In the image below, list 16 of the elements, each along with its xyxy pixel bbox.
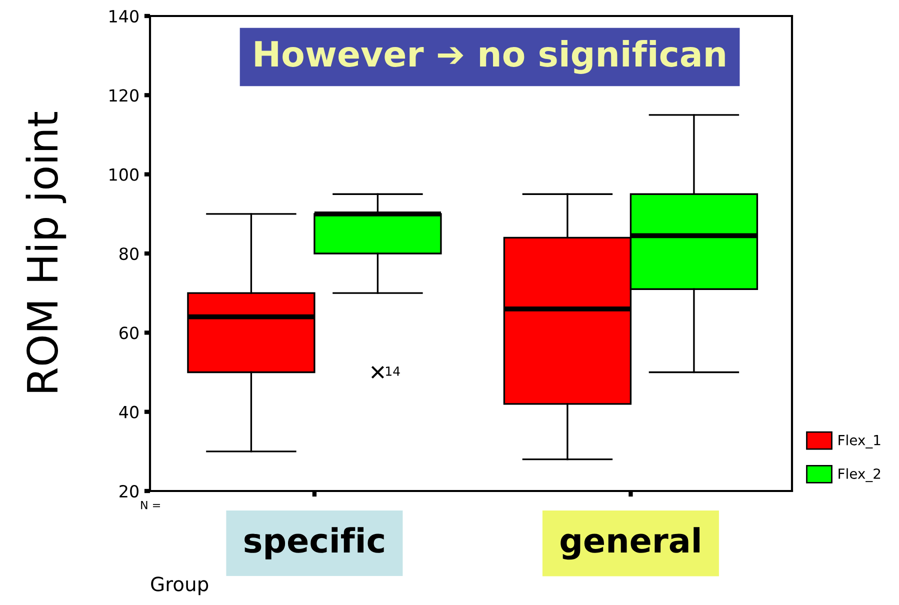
text: N = <box>141 500 160 510</box>
legend-label: Flex_2 <box>838 468 880 482</box>
text: However ➔ no significan <box>255 40 725 74</box>
x-tick-label: specific <box>244 527 384 560</box>
annotation: 14 <box>386 366 400 376</box>
y-tick-label: 60 <box>120 326 138 340</box>
y-tick-label: 120 <box>110 89 138 102</box>
x-axis-title: Group <box>151 576 208 596</box>
legend-label: Flex_1 <box>838 434 880 448</box>
y-tick-label: 100 <box>110 168 138 181</box>
x-tick-label: general <box>560 527 700 560</box>
y-tick-label: 20 <box>120 484 138 498</box>
y-tick-label: 140 <box>110 10 138 23</box>
y-tick-label: 40 <box>119 406 138 418</box>
y-tick-label: 80 <box>120 247 138 260</box>
y-axis-title: ROM Hip joint <box>26 112 66 392</box>
